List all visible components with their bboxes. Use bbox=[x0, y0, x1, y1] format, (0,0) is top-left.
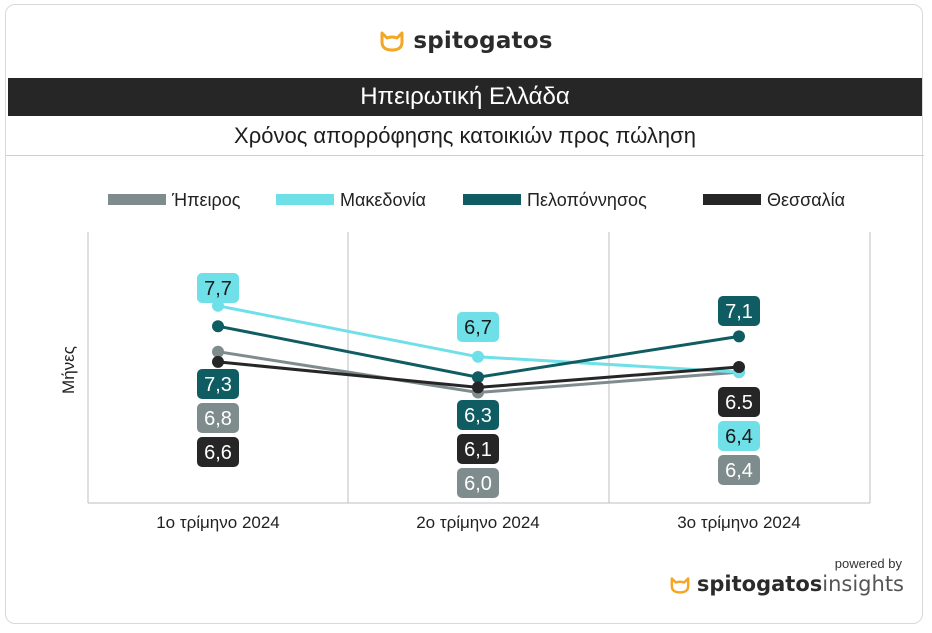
data-label-badge bbox=[197, 369, 239, 399]
data-point bbox=[212, 345, 224, 358]
powered-by-label: powered by bbox=[834, 556, 902, 571]
data-label-badge bbox=[457, 468, 499, 498]
footer-brand-suffix: insights bbox=[822, 572, 904, 596]
y-axis-label: Μήνες bbox=[59, 346, 78, 394]
data-point bbox=[472, 381, 484, 394]
legend-swatch bbox=[108, 194, 166, 205]
data-point bbox=[212, 320, 224, 333]
data-label: 6,6 bbox=[204, 442, 232, 464]
data-label-badge bbox=[457, 312, 499, 342]
x-tick-label: 2ο τρίμηνο 2024 bbox=[416, 513, 540, 532]
data-point bbox=[212, 355, 224, 368]
data-label: 6,4 bbox=[725, 426, 753, 448]
cat-logo-icon bbox=[669, 575, 691, 599]
data-label: 6.5 bbox=[725, 392, 753, 414]
data-label: 7,7 bbox=[204, 278, 232, 300]
data-label-badge bbox=[457, 400, 499, 430]
legend-swatch bbox=[703, 194, 761, 205]
data-label: 6,0 bbox=[464, 473, 492, 495]
data-label-badge bbox=[718, 421, 760, 451]
data-label: 6,7 bbox=[464, 317, 492, 339]
legend-swatch bbox=[463, 194, 521, 205]
data-label: 7,3 bbox=[204, 374, 232, 396]
legend-label: Θεσσαλία bbox=[767, 190, 845, 210]
data-label: 6,8 bbox=[204, 408, 232, 430]
legend-label: Ήπειρος bbox=[171, 190, 241, 210]
data-label: 6,4 bbox=[725, 460, 753, 482]
data-label-badge bbox=[718, 455, 760, 485]
cat-logo-icon bbox=[379, 30, 405, 58]
data-point bbox=[472, 350, 484, 363]
data-label: 6,3 bbox=[464, 405, 492, 427]
legend-label: Μακεδονία bbox=[340, 190, 426, 210]
footer-brand: spitogatosinsights bbox=[669, 572, 904, 599]
data-label: 6,1 bbox=[464, 439, 492, 461]
chart-subtitle: Χρόνος απορρόφησης κατοικιών προς πώληση bbox=[6, 117, 924, 156]
data-label-badge bbox=[457, 434, 499, 464]
data-label-badge bbox=[197, 403, 239, 433]
brand-name: spitogatos bbox=[413, 28, 553, 54]
data-label-badge bbox=[718, 296, 760, 326]
legend-label: Πελοπόννησος bbox=[527, 190, 647, 210]
data-point bbox=[733, 361, 745, 373]
footer-brand-name: spitogatos bbox=[696, 572, 823, 596]
data-point bbox=[733, 330, 745, 343]
data-label-badge bbox=[197, 437, 239, 467]
data-label: 7,1 bbox=[725, 301, 753, 323]
brand-logo: spitogatos bbox=[0, 28, 932, 58]
data-label-badge bbox=[718, 387, 760, 417]
data-point bbox=[472, 371, 484, 384]
data-label-badge bbox=[197, 273, 239, 303]
x-tick-label: 1ο τρίμηνο 2024 bbox=[156, 513, 280, 532]
x-tick-label: 3ο τρίμηνο 2024 bbox=[677, 513, 801, 532]
region-title: Ηπειρωτική Ελλάδα bbox=[8, 78, 922, 116]
legend-swatch bbox=[276, 194, 334, 205]
